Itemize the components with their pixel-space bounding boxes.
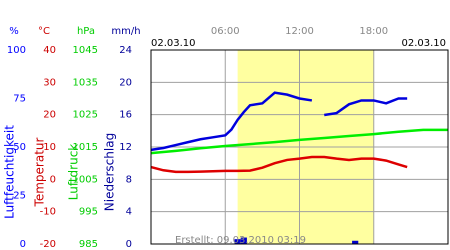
data-line xyxy=(150,91,408,152)
axis-unit: mm/h xyxy=(111,26,140,37)
y-tick-label: 1025 xyxy=(73,110,98,121)
y-tick-label: 24 xyxy=(119,45,132,56)
y-tick-label: 1015 xyxy=(73,142,98,153)
y-tick-label: 0 xyxy=(20,239,26,250)
axis-unit: % xyxy=(9,26,19,37)
y-tick-label: -20 xyxy=(40,239,56,250)
x-end-label: 02.03.10 xyxy=(401,38,446,49)
axis-unit: °C xyxy=(38,26,50,37)
annotation: Erstellt: 09.03.2010 03:19 xyxy=(175,235,306,246)
y-tick-label: 12 xyxy=(119,142,132,153)
y-tick-label: 75 xyxy=(13,94,26,105)
axis-unit: hPa xyxy=(77,26,95,37)
axis-title: Temperatur xyxy=(33,137,47,207)
y-tick-label: 8 xyxy=(126,174,132,185)
plot-border xyxy=(150,49,449,245)
y-tick-label: 50 xyxy=(13,142,26,153)
y-tick-label: 1005 xyxy=(73,174,98,185)
x-tick-label: 18:00 xyxy=(359,26,388,37)
axis-title: Luftfeuchtigkeit xyxy=(3,125,17,219)
x-tick-label: 06:00 xyxy=(211,26,240,37)
y-tick-label: 16 xyxy=(119,110,132,121)
precip-bar xyxy=(240,237,247,244)
y-tick-label: 1045 xyxy=(73,45,98,56)
axis-title: Luftdruck xyxy=(67,144,81,201)
x-tick-label: 12:00 xyxy=(285,26,314,37)
y-tick-label: 20 xyxy=(43,110,56,121)
axis-title: Niederschlag xyxy=(103,133,117,211)
data-line xyxy=(150,155,408,174)
y-tick-label: 4 xyxy=(126,207,132,218)
y-tick-label: 985 xyxy=(79,239,98,250)
data-line xyxy=(150,128,448,155)
y-tick-label: 40 xyxy=(43,45,56,56)
y-tick-label: -10 xyxy=(40,207,56,218)
y-tick-label: 1035 xyxy=(73,77,98,88)
y-tick-label: 0 xyxy=(50,174,56,185)
precip-bar xyxy=(352,240,359,244)
y-tick-label: 0 xyxy=(126,239,132,250)
x-start-label: 02.03.10 xyxy=(151,38,196,49)
y-tick-label: 10 xyxy=(43,142,56,153)
y-tick-label: 25 xyxy=(13,191,26,202)
y-tick-label: 995 xyxy=(79,207,98,218)
y-tick-label: 20 xyxy=(119,77,132,88)
y-tick-label: 100 xyxy=(7,45,26,56)
precip-bar xyxy=(234,239,241,244)
y-tick-label: 30 xyxy=(43,77,56,88)
